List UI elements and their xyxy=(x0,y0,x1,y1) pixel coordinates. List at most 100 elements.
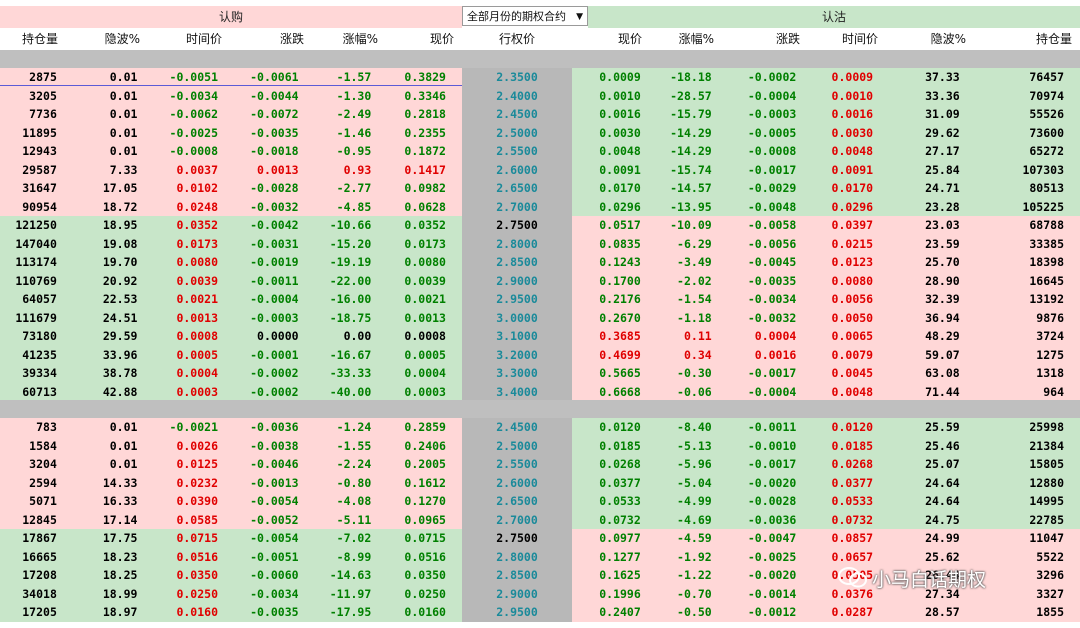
call-iv[interactable]: 0.01 xyxy=(109,457,138,471)
put-open-interest[interactable]: 3296 xyxy=(1036,568,1064,582)
put-price[interactable]: 0.1996 xyxy=(599,586,641,601)
put-time-value[interactable]: 0.0048 xyxy=(831,144,874,158)
table-row[interactable]: 11895 0.01 -0.0025 -0.0035 -1.46 0.2355 2.5000… xyxy=(0,123,1080,142)
call-iv[interactable]: 18.25 xyxy=(102,568,138,582)
put-open-interest[interactable]: 5522 xyxy=(1036,549,1064,564)
call-open-interest[interactable]: 73180 xyxy=(22,329,57,343)
put-iv[interactable]: 25.59 xyxy=(925,420,960,434)
call-price[interactable]: 0.0008 xyxy=(404,329,446,343)
put-change-pct[interactable]: -1.22 xyxy=(677,568,712,582)
put-price[interactable]: 0.2407 xyxy=(599,605,641,619)
put-time-value[interactable]: 0.0397 xyxy=(831,218,874,232)
put-change[interactable]: -0.0014 xyxy=(747,586,797,601)
call-change-pct[interactable]: -2.77 xyxy=(336,181,372,195)
put-change-pct[interactable]: 0.11 xyxy=(683,329,712,343)
call-open-interest[interactable]: 783 xyxy=(36,420,57,434)
call-open-interest[interactable]: 2594 xyxy=(29,475,57,490)
put-price[interactable]: 0.0377 xyxy=(599,475,641,490)
call-open-interest[interactable]: 12943 xyxy=(22,144,57,158)
call-open-interest[interactable]: 11895 xyxy=(22,125,57,140)
put-change-pct[interactable]: -3.49 xyxy=(677,255,712,269)
put-change[interactable]: -0.0032 xyxy=(747,310,797,325)
call-time-value[interactable]: 0.0008 xyxy=(176,329,218,343)
table-row[interactable]: 111679 24.51 0.0013 -0.0003 -18.75 0.0013 3.00… xyxy=(0,308,1080,327)
call-price[interactable]: 0.3346 xyxy=(404,88,446,103)
strike-price[interactable]: 2.4000 xyxy=(462,86,572,105)
put-iv[interactable]: 63.08 xyxy=(925,366,960,380)
put-iv[interactable]: 24.64 xyxy=(925,494,960,508)
put-price[interactable]: 0.0835 xyxy=(599,236,641,251)
call-time-value[interactable]: 0.0516 xyxy=(176,549,218,564)
put-change[interactable]: -0.0025 xyxy=(747,549,797,564)
call-change[interactable]: -0.0018 xyxy=(250,144,299,158)
table-row[interactable]: 12943 0.01 -0.0008 -0.0018 -0.95 0.1872 2.5500… xyxy=(0,142,1080,161)
call-time-value[interactable]: 0.0080 xyxy=(176,255,218,269)
put-change[interactable]: -0.0020 xyxy=(747,568,797,582)
put-open-interest[interactable]: 15805 xyxy=(1029,457,1064,471)
contract-month-dropdown[interactable]: 全部月份的期权合约 ▼ xyxy=(462,6,588,26)
call-change-pct[interactable]: -16.00 xyxy=(329,292,372,306)
put-iv[interactable]: 25.70 xyxy=(925,255,960,269)
call-change-pct[interactable]: -1.55 xyxy=(336,438,372,453)
strike-price[interactable]: 2.3500 xyxy=(462,68,572,87)
put-change[interactable]: -0.0004 xyxy=(747,384,797,399)
put-open-interest[interactable]: 107303 xyxy=(1022,162,1064,177)
put-time-value[interactable]: 0.0732 xyxy=(831,512,874,527)
put-iv[interactable]: 24.71 xyxy=(925,181,960,195)
call-time-value[interactable]: -0.0025 xyxy=(169,125,218,140)
call-price[interactable]: 0.2818 xyxy=(404,107,446,121)
call-open-interest[interactable]: 90954 xyxy=(22,199,57,214)
table-row[interactable]: 783 0.01 -0.0021 -0.0036 -1.24 0.2859 2.4500 0.… xyxy=(0,418,1080,437)
call-change[interactable]: -0.0061 xyxy=(250,70,299,84)
strike-price[interactable]: 2.8000 xyxy=(462,234,572,253)
put-time-value[interactable]: 0.0091 xyxy=(831,162,874,177)
table-row[interactable]: 34018 18.99 0.0250 -0.0034 -11.97 0.0250 2.900… xyxy=(0,584,1080,603)
strike-price[interactable]: 2.5500 xyxy=(462,142,572,161)
table-row[interactable]: 73180 29.59 0.0008 0.0000 0.00 0.0008 3.1000 0.… xyxy=(0,327,1080,346)
call-iv[interactable]: 0.01 xyxy=(109,420,138,434)
call-change-pct[interactable]: -22.00 xyxy=(329,273,372,288)
call-change[interactable]: -0.0072 xyxy=(250,107,299,121)
put-change[interactable]: -0.0045 xyxy=(747,255,797,269)
call-price[interactable]: 0.0715 xyxy=(404,531,446,545)
strike-price[interactable]: 3.1000 xyxy=(462,327,572,346)
put-time-value[interactable]: 0.0170 xyxy=(831,181,874,195)
put-time-value[interactable]: 0.0045 xyxy=(831,366,874,380)
call-open-interest[interactable]: 121250 xyxy=(15,218,57,232)
call-change-pct[interactable]: -40.00 xyxy=(329,384,372,399)
call-change[interactable]: -0.0054 xyxy=(250,494,299,508)
put-iv[interactable]: 59.07 xyxy=(925,347,960,362)
put-change[interactable]: -0.0056 xyxy=(747,236,797,251)
call-price[interactable]: 0.0965 xyxy=(404,512,446,527)
call-iv[interactable]: 16.33 xyxy=(102,494,138,508)
call-change-pct[interactable]: -15.20 xyxy=(329,236,372,251)
put-open-interest[interactable]: 3327 xyxy=(1036,586,1064,601)
put-change-pct[interactable]: -1.54 xyxy=(677,292,712,306)
call-change[interactable]: -0.0052 xyxy=(250,512,299,527)
call-iv[interactable]: 18.23 xyxy=(102,549,138,564)
put-change[interactable]: -0.0048 xyxy=(747,199,797,214)
put-change-pct[interactable]: -14.57 xyxy=(670,181,712,195)
put-change[interactable]: -0.0003 xyxy=(747,107,797,121)
call-change-pct[interactable]: -18.75 xyxy=(329,310,372,325)
strike-price[interactable]: 2.4500 xyxy=(462,105,572,124)
put-change[interactable]: -0.0002 xyxy=(747,70,797,84)
call-price[interactable]: 0.1872 xyxy=(404,144,446,158)
call-change[interactable]: -0.0002 xyxy=(250,366,299,380)
header-call-iv[interactable]: 隐波% xyxy=(104,32,140,46)
call-change[interactable]: -0.0035 xyxy=(250,125,299,140)
strike-price[interactable]: 2.4500 xyxy=(462,418,572,437)
put-iv[interactable]: 29.62 xyxy=(925,125,960,140)
call-change-pct[interactable]: -7.02 xyxy=(336,531,372,545)
put-iv[interactable]: 25.84 xyxy=(925,162,960,177)
call-open-interest[interactable]: 147040 xyxy=(15,236,57,251)
call-time-value[interactable]: 0.0352 xyxy=(176,218,218,232)
put-iv[interactable]: 27.34 xyxy=(925,586,960,601)
table-row[interactable]: 16665 18.23 0.0516 -0.0051 -8.99 0.0516 2.8000… xyxy=(0,547,1080,566)
put-time-value[interactable]: 0.0287 xyxy=(831,605,874,619)
call-iv[interactable]: 0.01 xyxy=(109,70,138,84)
put-time-value[interactable]: 0.0009 xyxy=(831,70,874,84)
put-change[interactable]: -0.0004 xyxy=(747,88,797,103)
call-price[interactable]: 0.1270 xyxy=(404,494,446,508)
header-put-time-value[interactable]: 时间价 xyxy=(841,32,878,46)
